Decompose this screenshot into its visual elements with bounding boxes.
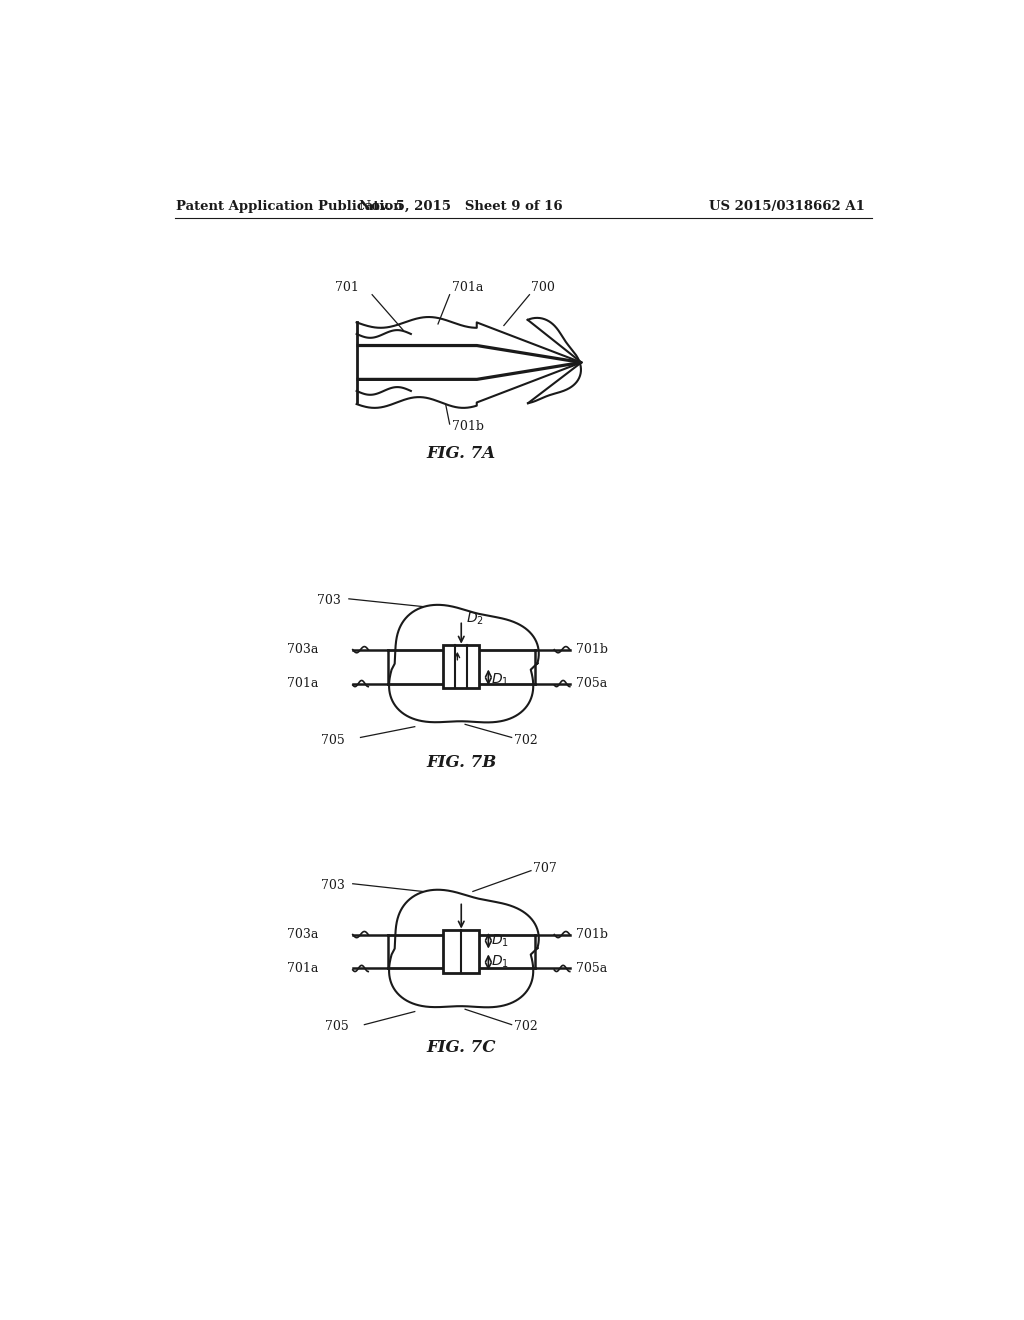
Text: 705a: 705a bbox=[575, 962, 607, 975]
Bar bbox=[443, 645, 479, 688]
Text: 701b: 701b bbox=[575, 643, 608, 656]
Text: 701: 701 bbox=[335, 281, 359, 294]
Text: 707: 707 bbox=[534, 862, 557, 875]
Text: 701a: 701a bbox=[287, 962, 317, 975]
Text: 701a: 701a bbox=[452, 281, 483, 294]
Text: 705: 705 bbox=[326, 1020, 349, 1034]
Text: US 2015/0318662 A1: US 2015/0318662 A1 bbox=[710, 199, 865, 213]
Text: $D_1$: $D_1$ bbox=[492, 672, 509, 688]
Text: 702: 702 bbox=[514, 1020, 538, 1034]
Text: FIG. 7A: FIG. 7A bbox=[427, 445, 496, 462]
Text: FIG. 7C: FIG. 7C bbox=[427, 1039, 496, 1056]
Text: $D_1$: $D_1$ bbox=[492, 954, 509, 970]
Text: 703: 703 bbox=[317, 594, 341, 607]
Text: 705a: 705a bbox=[575, 677, 607, 690]
Text: $D_1$: $D_1$ bbox=[492, 932, 509, 949]
Text: 703a: 703a bbox=[287, 643, 317, 656]
Bar bbox=[443, 929, 479, 973]
Text: 701b: 701b bbox=[452, 420, 484, 433]
Text: 702: 702 bbox=[514, 734, 538, 747]
Text: Patent Application Publication: Patent Application Publication bbox=[176, 199, 402, 213]
Text: FIG. 7B: FIG. 7B bbox=[426, 754, 497, 771]
Text: 700: 700 bbox=[531, 281, 555, 294]
Text: 703a: 703a bbox=[287, 928, 317, 941]
Text: 701a: 701a bbox=[287, 677, 317, 690]
Text: Nov. 5, 2015   Sheet 9 of 16: Nov. 5, 2015 Sheet 9 of 16 bbox=[359, 199, 563, 213]
Text: 701b: 701b bbox=[575, 928, 608, 941]
Text: 705: 705 bbox=[322, 734, 345, 747]
Text: $D_2$: $D_2$ bbox=[466, 611, 483, 627]
Text: 703: 703 bbox=[322, 879, 345, 892]
